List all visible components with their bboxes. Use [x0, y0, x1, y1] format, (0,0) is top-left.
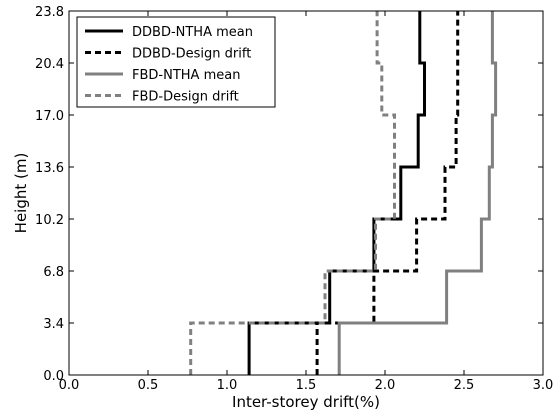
- x-tick-label: 1.0: [217, 378, 238, 393]
- x-tick-label: 0.0: [59, 378, 80, 393]
- x-tick-label: 2.0: [375, 378, 396, 393]
- series-line-2: [315, 11, 460, 375]
- y-tick-label: 23.8: [35, 5, 64, 20]
- y-tick-label: 3.4: [43, 317, 64, 332]
- y-tick-label: 13.6: [35, 161, 64, 176]
- series-line-1: [247, 11, 426, 375]
- legend-label: FBD-Design drift: [132, 90, 239, 105]
- x-axis-label: Inter-storey drift(%): [232, 393, 380, 411]
- x-axis-ticks: 0.0 0.5 1.0 1.5 2.0 2.5 3.0: [59, 11, 554, 393]
- y-tick-label: 17.0: [35, 109, 64, 124]
- y-tick-label: 0.0: [43, 369, 64, 384]
- series-line-3: [337, 11, 498, 375]
- x-tick-label: 1.5: [296, 378, 317, 393]
- y-tick-label: 20.4: [35, 57, 64, 72]
- y-tick-label: 10.2: [35, 213, 64, 228]
- x-tick-label: 3.0: [533, 378, 554, 393]
- legend-label: FBD-NTHA mean: [132, 68, 240, 83]
- y-axis-label: Height (m): [12, 153, 30, 234]
- y-axis-ticks: 0.0 3.4 6.8 10.2 13.6 17.0 20.4 23.8: [35, 5, 543, 384]
- x-tick-label: 0.5: [138, 378, 159, 393]
- series-lines: [189, 11, 498, 375]
- x-tick-label: 2.5: [454, 378, 475, 393]
- y-tick-label: 6.8: [43, 265, 64, 280]
- legend: DDBD-NTHA mean DDBD-Design drift FBD-NTHA …: [76, 16, 276, 108]
- legend-label: DDBD-Design drift: [132, 47, 251, 62]
- legend-label: DDBD-NTHA mean: [132, 25, 253, 40]
